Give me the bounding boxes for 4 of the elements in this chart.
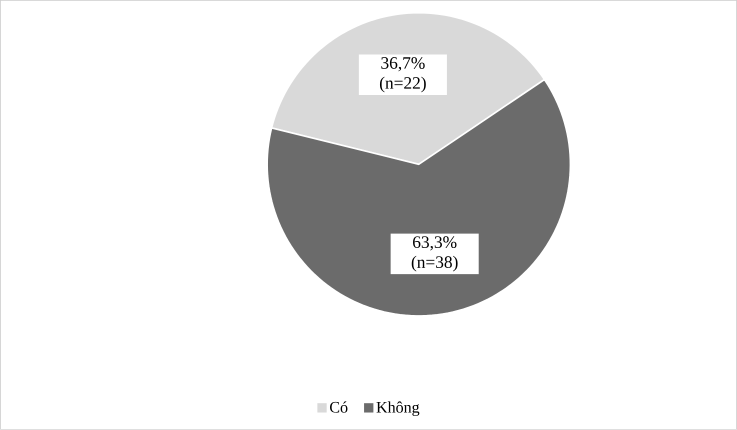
legend-label: Có [330, 402, 348, 413]
data-label: 36,7% (n=22) [380, 57, 426, 92]
legend-label: Không [376, 402, 420, 416]
data-label: 63,3% (n=38) [412, 236, 458, 272]
